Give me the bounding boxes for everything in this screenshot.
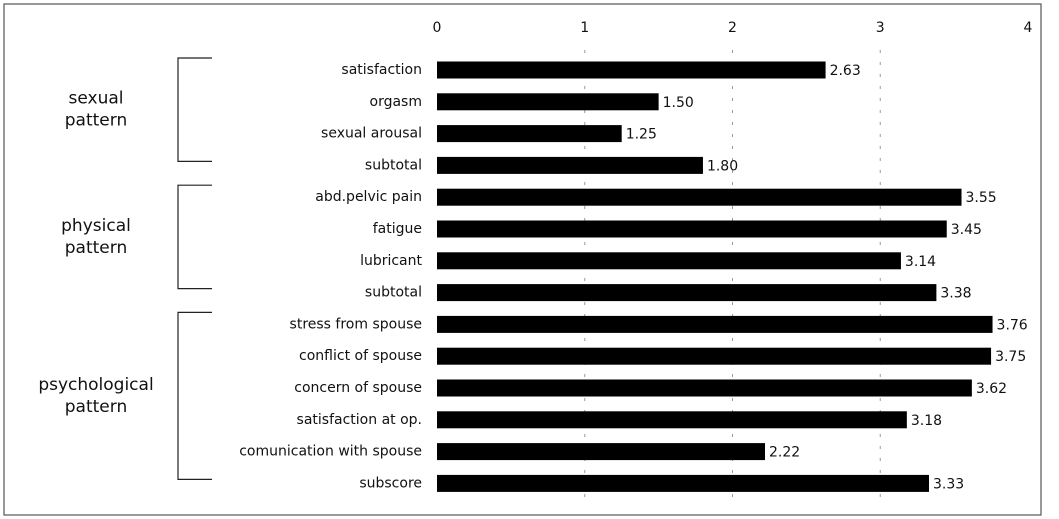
group-label: pattern	[65, 238, 127, 258]
y-tick-label: stress from spouse	[290, 316, 422, 332]
bar	[437, 474, 930, 492]
bar	[437, 284, 937, 302]
y-tick-label: conflict of spouse	[299, 348, 422, 364]
y-tick-label: lubricant	[360, 253, 422, 269]
frame	[3, 3, 1042, 516]
y-tick-label: subtotal	[365, 157, 422, 173]
value-label: 3.62	[976, 381, 1007, 397]
y-tick-label: satisfaction at op.	[297, 412, 422, 428]
y-tick-label: subtotal	[365, 285, 422, 301]
bar	[437, 61, 826, 79]
value-label: 3.14	[905, 254, 936, 270]
value-label: 3.75	[995, 349, 1026, 365]
group-bracket	[177, 57, 212, 162]
bar	[437, 315, 993, 333]
value-label: 3.76	[997, 317, 1028, 333]
bar	[437, 411, 907, 429]
group-bracket	[177, 311, 212, 480]
y-tick-label: satisfaction	[341, 62, 422, 78]
x-tick-label: 4	[1024, 20, 1033, 36]
bar	[437, 347, 992, 365]
value-label: 1.25	[626, 127, 657, 143]
group-label: pattern	[65, 111, 127, 131]
group-label: psychological	[38, 375, 153, 395]
y-tick-label: orgasm	[370, 94, 422, 110]
x-tick-label: 3	[876, 20, 885, 36]
group-label: pattern	[65, 397, 127, 417]
value-label: 3.33	[933, 476, 964, 492]
y-tick-label: sexual arousal	[321, 126, 422, 142]
bar	[437, 252, 901, 270]
value-label: 1.50	[663, 95, 694, 111]
bar	[437, 125, 622, 143]
group-bracket	[177, 184, 212, 290]
value-label: 3.45	[951, 222, 982, 238]
x-tick-label: 0	[433, 20, 442, 36]
bar	[437, 156, 703, 174]
x-tick-label: 1	[580, 20, 589, 36]
value-label: 3.55	[966, 190, 997, 206]
value-label: 2.63	[830, 63, 861, 79]
y-tick-label: concern of spouse	[294, 380, 422, 396]
x-tick-label: 2	[728, 20, 737, 36]
y-tick-label: fatigue	[373, 221, 422, 237]
value-label: 2.22	[769, 445, 800, 461]
y-tick-label: subscore	[359, 475, 422, 491]
group-label: physical	[61, 216, 131, 236]
y-tick-label: abd.pelvic pain	[315, 189, 422, 205]
y-tick-label: comunication with spouse	[239, 444, 422, 460]
bar	[437, 379, 972, 397]
value-label: 3.18	[911, 413, 942, 429]
bar	[437, 93, 659, 111]
group-label: sexual	[69, 89, 124, 109]
bar	[437, 443, 766, 461]
bar	[437, 188, 962, 206]
value-label: 1.80	[707, 158, 738, 174]
value-label: 3.38	[940, 286, 971, 302]
bar	[437, 220, 947, 238]
